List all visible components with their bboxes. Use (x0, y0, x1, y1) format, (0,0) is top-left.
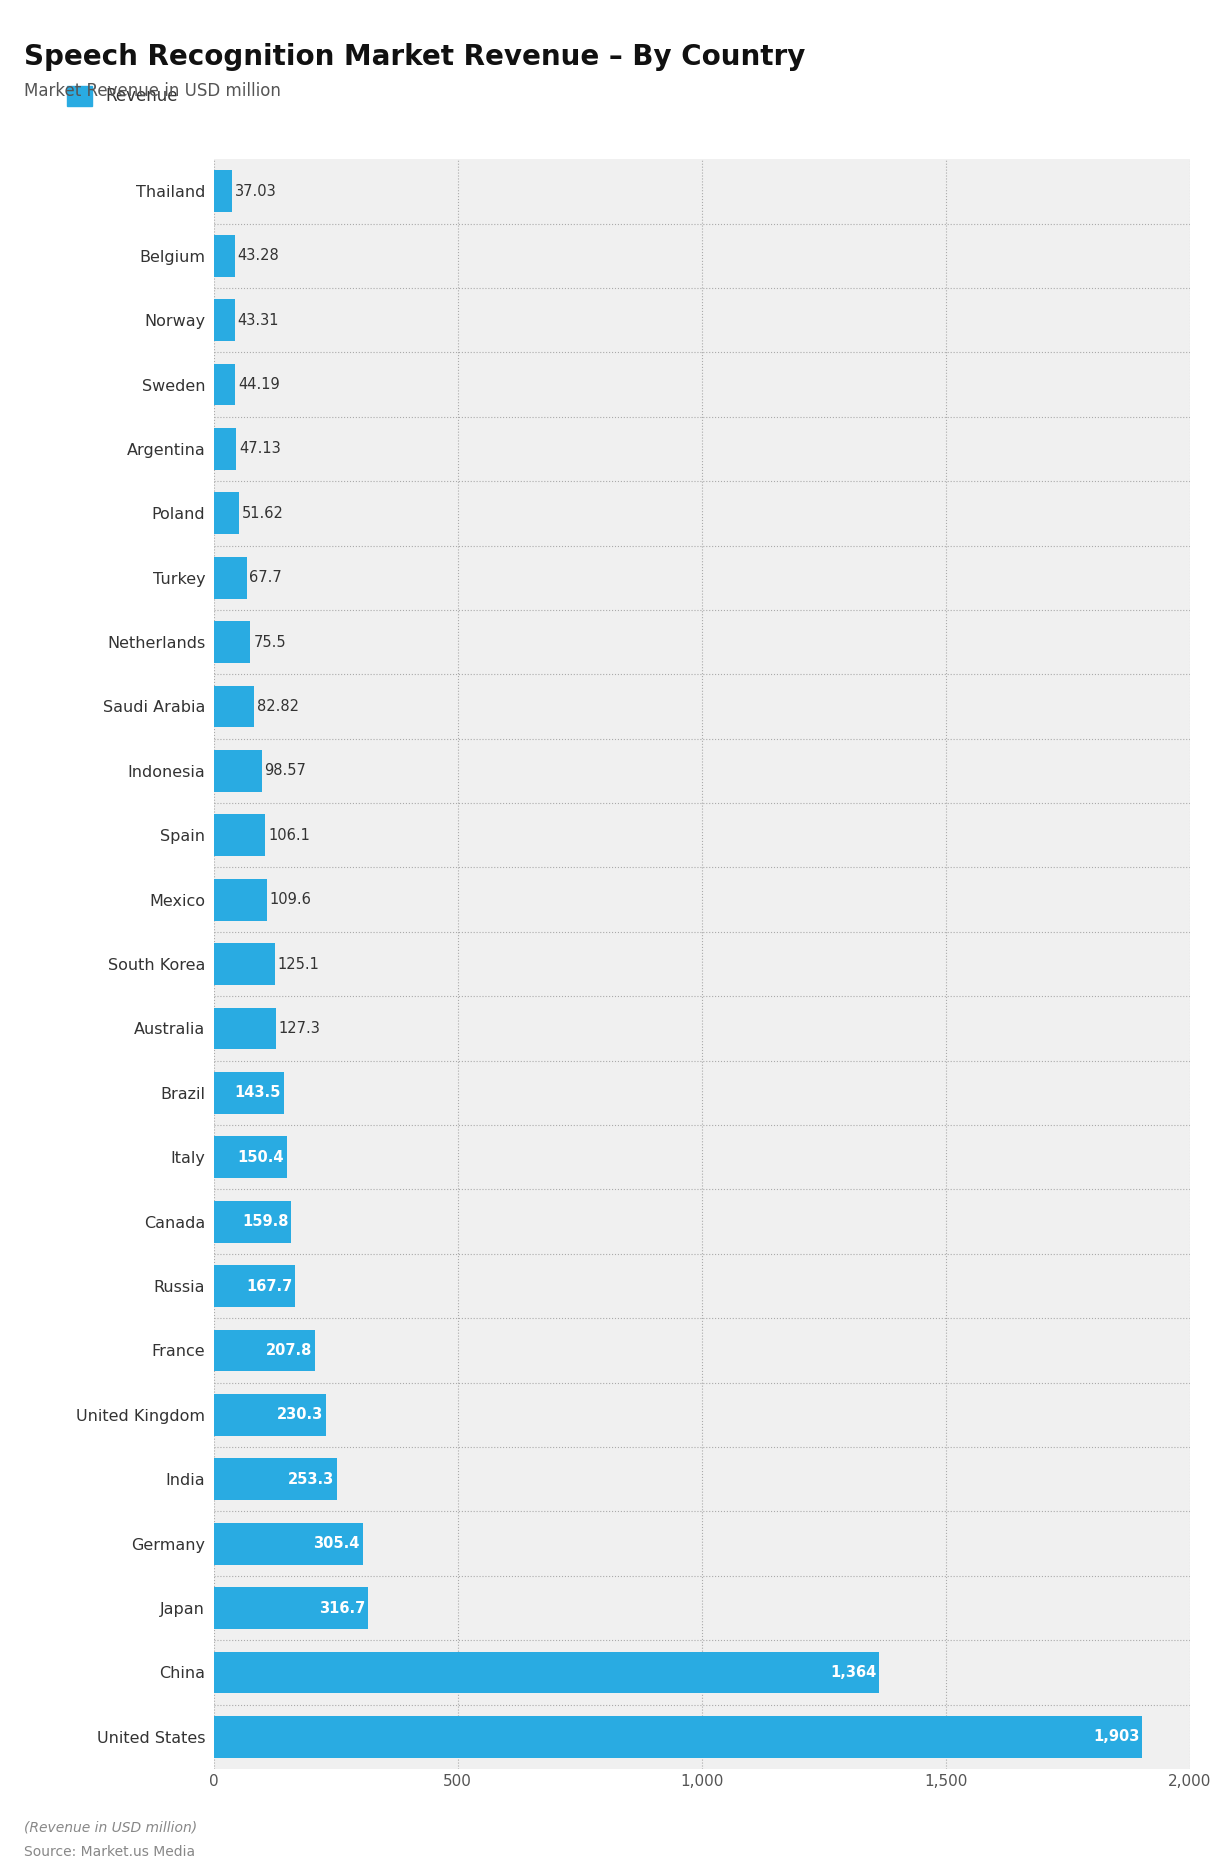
Text: Market Revenue in USD million: Market Revenue in USD million (24, 82, 282, 101)
Text: 1,364: 1,364 (830, 1664, 876, 1679)
Bar (214, 943, 274, 985)
Bar (214, 1136, 287, 1177)
Text: 43.31: 43.31 (238, 313, 279, 328)
Bar (214, 1007, 276, 1050)
Bar (214, 1073, 283, 1114)
Bar (214, 1522, 362, 1565)
Text: 127.3: 127.3 (278, 1020, 321, 1035)
Bar (214, 1329, 315, 1372)
Text: 43.28: 43.28 (238, 249, 279, 264)
Text: 37.03: 37.03 (234, 183, 276, 198)
Bar (214, 1200, 292, 1243)
Bar (214, 751, 261, 792)
Text: (Revenue in USD million): (Revenue in USD million) (24, 1821, 198, 1835)
Text: 253.3: 253.3 (288, 1471, 334, 1486)
Text: 67.7: 67.7 (249, 571, 282, 586)
Bar (214, 685, 254, 728)
Bar (214, 234, 234, 277)
Text: Source: Market.us Media: Source: Market.us Media (24, 1846, 195, 1859)
Text: Speech Recognition Market Revenue – By Country: Speech Recognition Market Revenue – By C… (24, 43, 805, 71)
Bar (214, 1458, 337, 1499)
Bar (214, 878, 267, 921)
Bar (214, 814, 265, 856)
Bar (214, 1587, 368, 1629)
Text: 109.6: 109.6 (270, 893, 312, 908)
Bar (214, 622, 250, 663)
Text: 106.1: 106.1 (268, 827, 310, 842)
Bar (214, 429, 237, 470)
Text: 125.1: 125.1 (277, 957, 320, 972)
Text: 167.7: 167.7 (246, 1279, 293, 1294)
Text: 1,903: 1,903 (1093, 1730, 1139, 1745)
Text: 51.62: 51.62 (242, 505, 283, 520)
Text: 150.4: 150.4 (238, 1149, 284, 1164)
Bar (214, 492, 239, 534)
Bar (214, 170, 232, 212)
Bar (214, 1651, 880, 1694)
Bar (214, 1265, 295, 1307)
Text: 98.57: 98.57 (265, 764, 306, 779)
Text: 75.5: 75.5 (254, 635, 285, 650)
Text: 143.5: 143.5 (234, 1086, 281, 1101)
Text: 82.82: 82.82 (257, 698, 299, 713)
Text: 305.4: 305.4 (314, 1537, 360, 1552)
Text: 44.19: 44.19 (238, 376, 279, 391)
Bar (214, 363, 235, 406)
Text: 47.13: 47.13 (239, 442, 281, 457)
Text: 230.3: 230.3 (277, 1408, 323, 1423)
Legend: Revenue: Revenue (61, 79, 185, 112)
Text: 207.8: 207.8 (266, 1342, 312, 1357)
Bar (214, 1395, 326, 1436)
Text: 159.8: 159.8 (242, 1215, 289, 1230)
Bar (214, 556, 246, 599)
Bar (214, 300, 234, 341)
Bar (214, 1717, 1142, 1758)
Text: 316.7: 316.7 (318, 1601, 365, 1616)
